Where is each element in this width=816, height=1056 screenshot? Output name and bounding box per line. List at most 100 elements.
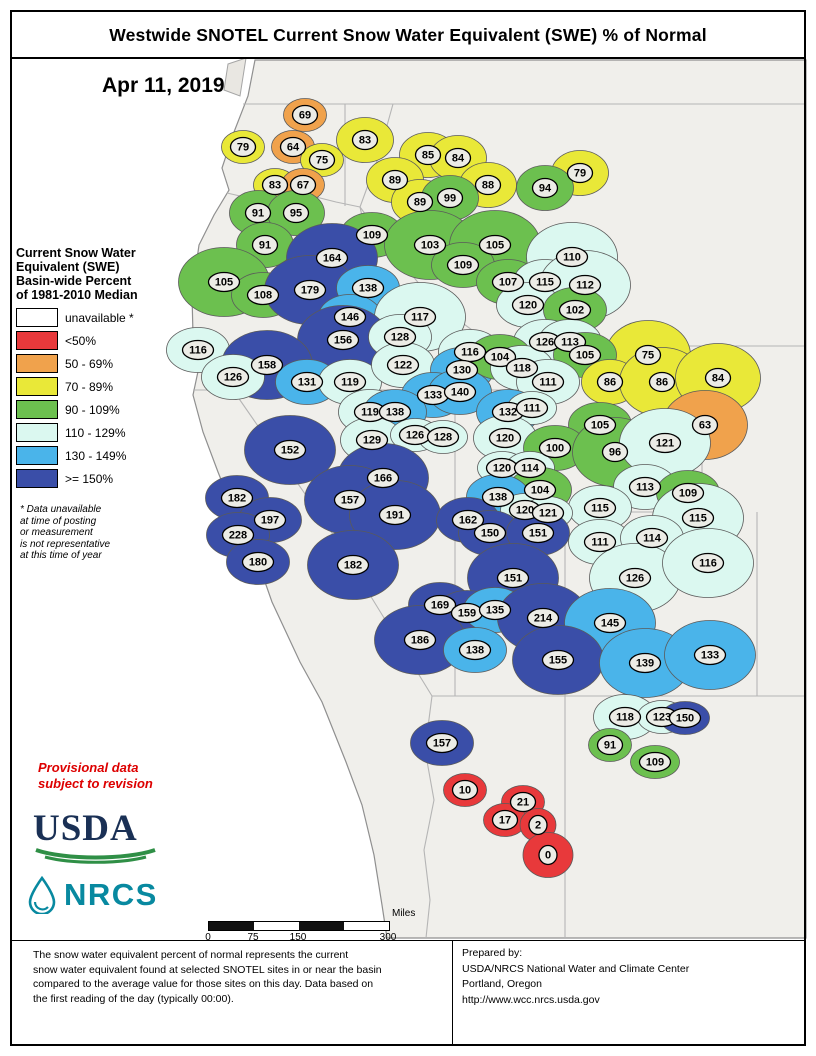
legend-label: >= 150% [65,471,114,486]
footer-vertical-divider [452,940,453,1044]
basin-value-label: 164 [323,253,342,265]
legend-label: 90 - 109% [65,402,120,417]
basin-value-label: 105 [486,240,504,252]
basin-value-label: 109 [363,230,381,242]
basin-value-pill [282,202,310,224]
basin-value-pill [491,809,519,831]
basin-value-label: 69 [299,110,311,122]
basin-value-pill [425,732,459,754]
basin-value-pill [583,414,617,436]
basin-value-label: 118 [513,363,531,375]
basin-value-label: 146 [341,312,359,324]
basin-value-pill [668,707,702,729]
basin-value-label: 85 [422,150,434,162]
basin-value-label: 132 [499,407,517,419]
basin-value-pill [351,277,385,299]
basin-value-label: 111 [523,403,540,415]
text-line: USDA/NRCS National Water and Climate Cen… [462,962,690,975]
basin-value-label: 111 [539,377,556,389]
basin-value-pill [351,129,379,151]
basin-value-pill [207,271,241,293]
basin-value-label: 169 [431,600,449,612]
basin-value-pill [451,509,485,531]
basin-value-label: 120 [516,505,534,517]
scale-unit-label: Miles [392,908,416,919]
legend-swatch [16,308,58,327]
basin-value-label: 88 [482,180,494,192]
basin-value-pill [181,339,215,361]
basin-value-label: 129 [363,435,381,447]
basin-value-label: 156 [334,335,352,347]
basin-value-pill [403,306,437,328]
basin-value-label: 191 [386,510,404,522]
basin-value-label: 102 [566,305,584,317]
basin-value-pill [528,271,562,293]
scale-tick-label: 0 [205,932,211,943]
basin-value-label: 131 [298,377,316,389]
text-line: Equivalent (SWE) [16,260,120,274]
basin-value-pill [273,439,307,461]
basin-value-label: 155 [549,655,567,667]
legend-item: 50 - 69% [16,354,201,373]
basin-value-pill [355,224,389,246]
basin-value-pill [229,136,257,158]
basin-value-pill [509,791,537,813]
basin-value-label: 107 [499,277,517,289]
basin-value-label: 126 [626,573,644,585]
legend-footnote: * Data unavailable at time of posting or m… [20,504,201,562]
basin-value-label: 110 [563,252,581,264]
basin-value-pill [241,551,275,573]
basin-value-label: 126 [536,337,554,349]
basin-value-label: 2 [535,820,541,832]
basin-value-pill [473,522,507,544]
basin-value-pill [333,371,367,393]
basin-value-pill [216,366,250,388]
basin-value-label: 120 [493,463,511,475]
scale-tick-label: 150 [289,932,307,943]
basin-value-label: 64 [287,142,300,154]
map-date: Apr 11, 2019 [102,74,225,97]
basin-value-label: 150 [676,713,694,725]
basin-value-label: 140 [451,387,469,399]
basin-value-label: 105 [591,420,609,432]
basin-value-pill [531,371,565,393]
title-divider [10,57,806,59]
provisional-note: Provisional data subject to revision [38,760,153,792]
basin-value-label: 158 [258,360,276,372]
legend-label: 110 - 129% [65,425,126,440]
basin-value-label: 91 [259,240,271,252]
basin-value-pill [261,174,289,196]
scale-tick-label: 300 [379,932,397,943]
basin-value-label: 10 [459,785,471,797]
basin-value-pill [528,814,548,836]
basin-value-label: 115 [689,513,707,525]
usda-swoosh-icon [35,848,156,864]
basin-value-label: 119 [361,407,379,419]
basin-value-label: 114 [521,463,540,475]
basin-value-pill [436,187,464,209]
legend-label: 70 - 89% [65,379,114,394]
basin-value-label: 157 [433,738,451,750]
basin-value-pill [291,104,319,126]
basin-value-label: 17 [499,815,511,827]
basin-value-pill [583,531,617,553]
basin-value-pill [478,234,512,256]
basin-value-pill [279,136,307,158]
basin-value-label: 111 [591,537,608,549]
basin-value-pill [648,371,676,393]
basin-labels: 69 83 79 64 75 85 84 79 83 67 89 88 94 89 99 91 95 109 103… [181,104,732,866]
basin-value-pill [253,509,287,531]
basin-value-label: 118 [616,712,634,724]
basin-value-label: 104 [491,352,510,364]
basin-value-pill [566,162,594,184]
basin-value-pill [671,482,705,504]
text-line: Portland, Oregon [462,978,542,990]
basin-value-pill [601,441,629,463]
basin-value-pill [458,639,492,661]
basin-value-pill [568,344,602,366]
basin-value-pill [523,479,557,501]
text-line: The snow water equivalent percent of nor… [33,949,349,961]
legend-swatch [16,446,58,465]
basin-value-label: 99 [444,193,456,205]
